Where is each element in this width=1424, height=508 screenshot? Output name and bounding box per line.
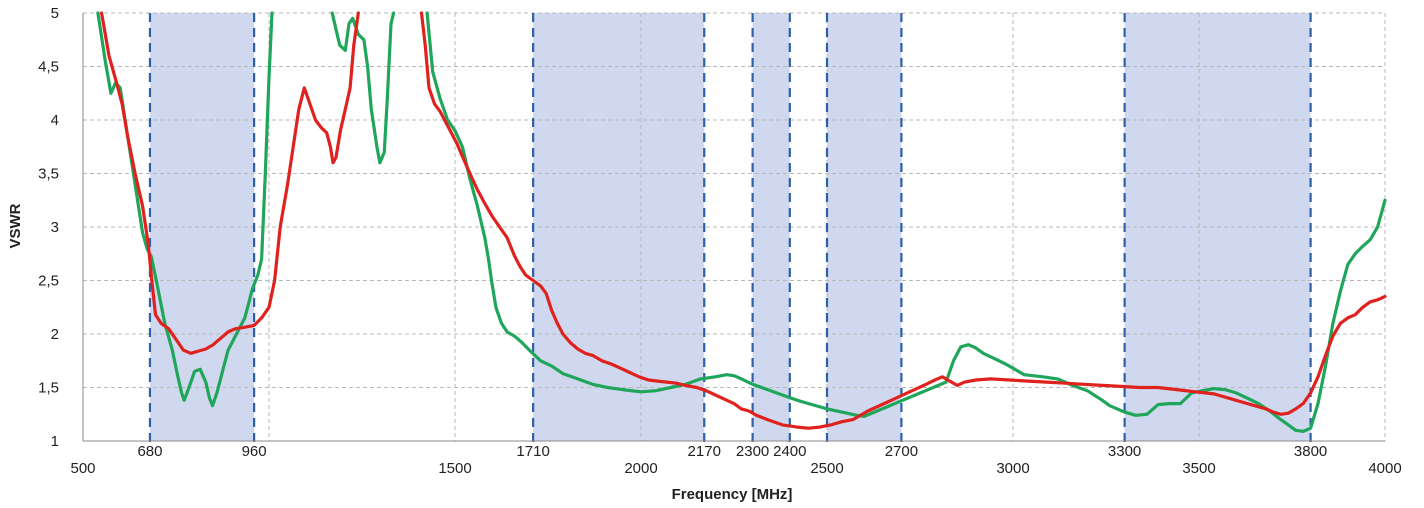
y-tick-label: 4,5 [38,59,59,76]
x-band-tick-label: 960 [242,443,267,460]
axes [82,13,1385,442]
x-tick-label: 3500 [1182,460,1215,477]
y-tick-label: 2,5 [38,273,59,290]
x-tick-label: 2500 [810,460,843,477]
series [96,11,1387,433]
y-tick-label: 1 [51,433,59,450]
x-tick-label: 1500 [438,460,471,477]
band-edges [148,13,1312,444]
y-tick-label: 1,5 [38,380,59,397]
x-tick-label: 3000 [996,460,1029,477]
x-tick-label: 2000 [624,460,657,477]
tick-labels: 1 1,5 2 2,5 3 3,5 4 4,5 5 500 1500 2000 2500 3000 3500… [38,5,1402,477]
x-band-tick-label: 2300 [736,443,769,460]
x-band-tick-label: 2700 [885,443,918,460]
y-tick-label: 3,5 [38,166,59,183]
y-tick-label: 4 [51,112,59,129]
x-tick-label: 4000 [1368,460,1401,477]
y-tick-label: 3 [51,219,59,236]
x-tick-label: 500 [70,460,95,477]
x-band-tick-label: 2400 [773,443,806,460]
x-band-tick-label: 2170 [688,443,721,460]
y-tick-label: 5 [51,5,59,22]
x-band-tick-label: 3300 [1108,443,1141,460]
x-band-tick-label: 680 [137,443,162,460]
grid [83,12,1386,442]
x-band-tick-label: 1710 [516,443,549,460]
series-line-2 [100,11,1387,430]
x-axis-title: Frequency [MHz] [672,486,793,503]
y-tick-label: 2 [51,326,59,343]
y-axis-title: VSWR [7,203,24,248]
x-band-tick-label: 3800 [1294,443,1327,460]
